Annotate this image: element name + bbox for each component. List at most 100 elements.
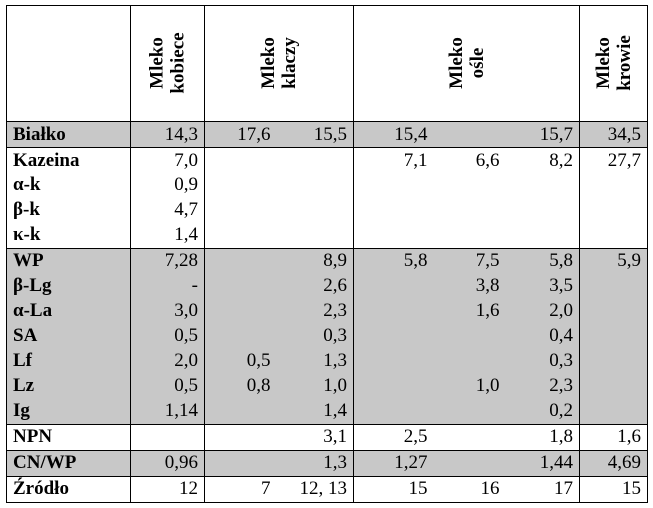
table-cell: 12 bbox=[130, 476, 205, 503]
table-row: SA 0,5 0,3 0,4 bbox=[6, 323, 648, 349]
table-row: Lf 2,0 0,5 1,3 0,3 bbox=[6, 348, 648, 374]
table-cell bbox=[505, 222, 581, 249]
table-cell bbox=[580, 173, 648, 198]
row-label: WP bbox=[6, 248, 131, 274]
table-cell: 17,6 bbox=[204, 121, 277, 148]
table-cell bbox=[204, 298, 277, 324]
table-cell: 27,7 bbox=[607, 149, 642, 171]
table-cell bbox=[204, 424, 277, 451]
table-cell bbox=[354, 173, 434, 198]
table-row: Źródło 12 7 12, 13 15 16 17 15 bbox=[6, 476, 648, 503]
table-cell bbox=[204, 323, 277, 349]
row-label: α-La bbox=[6, 298, 131, 324]
table-cell: 7,5 bbox=[433, 248, 506, 274]
row-label: κ-k bbox=[6, 222, 131, 249]
row-label: Lz bbox=[6, 373, 131, 399]
table-cell: 15,5 bbox=[276, 121, 354, 148]
table-cell: 6,6 bbox=[475, 149, 500, 171]
table-row: Kazeina 7,0 7,1 6,6 8,2 27,7 bbox=[6, 147, 648, 173]
table-cell bbox=[353, 398, 434, 425]
table-cell bbox=[579, 373, 648, 399]
table-row: κ-k 1,4 bbox=[6, 222, 648, 249]
table-cell bbox=[433, 424, 506, 451]
table-cell: 0,4 bbox=[505, 323, 581, 349]
row-label: Źródło bbox=[6, 476, 131, 503]
table-row: CN/WP 0,96 1,3 1,27 1,44 4,69 bbox=[6, 450, 648, 477]
table-row: NPN 3,1 2,5 1,8 1,6 bbox=[6, 424, 648, 451]
table-cell bbox=[433, 398, 506, 425]
table-cell bbox=[353, 348, 434, 374]
table-cell: 5,8 bbox=[505, 248, 581, 274]
row-label: NPN bbox=[6, 424, 131, 451]
table-cell bbox=[276, 197, 354, 223]
table-cell: 1,6 bbox=[433, 298, 506, 324]
table-cell bbox=[204, 248, 277, 274]
table-cell bbox=[433, 323, 506, 349]
table-cell: 0,5 bbox=[130, 323, 205, 349]
table-cell: 1,27 bbox=[353, 450, 434, 477]
table-cell: 7,0 bbox=[130, 147, 205, 173]
table-cell: 14,3 bbox=[130, 121, 205, 148]
table-cell: 2,3 bbox=[505, 373, 581, 399]
table-cell: 3,1 bbox=[276, 424, 354, 451]
header-row: Mleko kobiece Mleko klaczy Mleko ośle Mleko… bbox=[6, 5, 648, 122]
table-cell bbox=[579, 222, 648, 249]
row-label: Białko bbox=[6, 121, 131, 148]
table-cell bbox=[505, 173, 581, 198]
table-cell: 1,44 bbox=[505, 450, 581, 477]
table-cell bbox=[353, 298, 434, 324]
table-cell bbox=[276, 222, 354, 249]
table-cell: - bbox=[130, 273, 205, 299]
row-label: CN/WP bbox=[6, 450, 131, 477]
table-cell: 0,5 bbox=[204, 348, 277, 374]
row-label: Kazeina bbox=[6, 147, 131, 173]
table-cell: 0,96 bbox=[130, 450, 205, 477]
table-cell: 1,8 bbox=[505, 424, 581, 451]
table-cell bbox=[353, 323, 434, 349]
table-row: α-k 0,9 bbox=[6, 173, 648, 198]
table-cell bbox=[276, 147, 354, 173]
table-cell: 3,8 bbox=[433, 273, 506, 299]
table-cell: 4,7 bbox=[130, 197, 205, 223]
table-cell: 8,9 bbox=[276, 248, 354, 274]
table-row: β-Lg - 2,6 3,8 3,5 bbox=[6, 273, 648, 299]
table-cell: 17 bbox=[505, 476, 581, 503]
table-cell: 0,3 bbox=[276, 323, 354, 349]
table-cell: 8,2 bbox=[505, 147, 581, 173]
row-label: SA bbox=[6, 323, 131, 349]
table-cell bbox=[205, 173, 277, 198]
table-cell: 2,0 bbox=[130, 348, 205, 374]
header-corner bbox=[6, 5, 131, 122]
table-cell: 1,3 bbox=[276, 348, 354, 374]
table-row: Białko 14,3 17,6 15,5 15,4 15,7 34,5 bbox=[6, 121, 648, 148]
table-cell: 7,1 bbox=[403, 149, 428, 171]
table-cell bbox=[353, 273, 434, 299]
table-cell bbox=[580, 198, 648, 223]
table-cell bbox=[276, 173, 354, 198]
header-group-2: Mleko ośle bbox=[353, 5, 581, 122]
table-cell bbox=[354, 198, 434, 223]
table-cell bbox=[433, 222, 506, 249]
table-cell: 0,9 bbox=[130, 173, 205, 198]
table-cell: 16 bbox=[480, 478, 500, 500]
row-label: Ig bbox=[6, 398, 131, 425]
table-cell bbox=[433, 450, 506, 477]
row-label: β-k bbox=[6, 197, 131, 223]
table-cell: 1,14 bbox=[130, 398, 205, 425]
table-cell: 15 bbox=[408, 478, 428, 500]
row-label: α-k bbox=[6, 173, 131, 198]
table-cell: 3,0 bbox=[130, 298, 205, 324]
header-group-0: Mleko kobiece bbox=[130, 5, 205, 122]
table-cell bbox=[204, 450, 277, 477]
table-cell: 3,5 bbox=[505, 273, 581, 299]
table-cell: 1,4 bbox=[130, 222, 205, 249]
row-label: Lf bbox=[6, 348, 131, 374]
table-cell: 2,3 bbox=[276, 298, 354, 324]
table-cell bbox=[130, 424, 205, 451]
table-cell: 2,5 bbox=[353, 424, 434, 451]
table-cell: 1,6 bbox=[579, 424, 648, 451]
table-cell bbox=[579, 298, 648, 324]
table-cell bbox=[579, 398, 648, 425]
table-row: WP 7,28 8,9 5,8 7,5 5,8 5,9 bbox=[6, 248, 648, 274]
table-cell: 4,69 bbox=[579, 450, 648, 477]
